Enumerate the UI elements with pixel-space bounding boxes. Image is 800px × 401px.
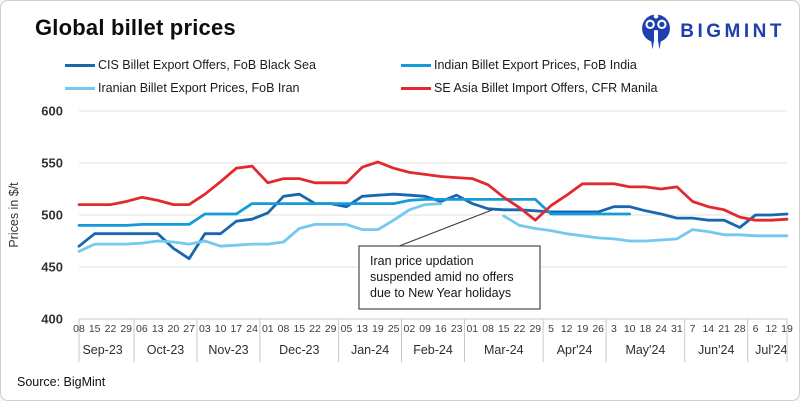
- x-day-label: 22: [514, 323, 526, 335]
- x-day-label: 7: [690, 323, 696, 335]
- legend-label-indian: Indian Billet Export Prices, FoB India: [434, 58, 637, 72]
- x-day-label: 08: [278, 323, 290, 335]
- x-day-label: 27: [183, 323, 195, 335]
- x-day-label: 16: [435, 323, 447, 335]
- month-label: Jul'24: [755, 343, 787, 357]
- x-day-label: 09: [419, 323, 431, 335]
- x-day-label: 15: [293, 323, 305, 335]
- month-label: Nov-23: [208, 343, 248, 357]
- legend-label-iranian: Iranian Billet Export Prices, FoB Iran: [98, 81, 300, 95]
- legend-swatch-cis: [65, 63, 95, 67]
- annotation-text-line-2: suspended amid no offers: [370, 270, 514, 284]
- x-day-label: 06: [136, 323, 148, 335]
- x-day-label: 12: [765, 323, 777, 335]
- month-label: Oct-23: [147, 343, 185, 357]
- x-day-label: 10: [215, 323, 227, 335]
- series-line-indian: [77, 198, 632, 227]
- x-day-label: 21: [718, 323, 730, 335]
- legend-item-indian: Indian Billet Export Prices, FoB India: [401, 58, 775, 72]
- x-day-label: 24: [246, 323, 258, 335]
- x-day-label: 14: [702, 323, 714, 335]
- x-day-label: 15: [498, 323, 510, 335]
- x-day-label: 24: [655, 323, 667, 335]
- x-day-label: 23: [451, 323, 463, 335]
- x-day-label: 02: [404, 323, 416, 335]
- x-day-label: 18: [640, 323, 652, 335]
- annotation-text-line-1: Iran price updation: [370, 254, 474, 268]
- month-label: Jun'24: [698, 343, 734, 357]
- annotation: Iran price updation suspended amid no of…: [358, 209, 541, 310]
- series-line-iranian: [77, 202, 789, 253]
- x-day-label: 13: [152, 323, 164, 335]
- legend-item-iranian: Iranian Billet Export Prices, FoB Iran: [65, 81, 401, 95]
- month-label: Dec-23: [279, 343, 319, 357]
- x-day-label: 3: [611, 323, 617, 335]
- x-day-label: 03: [199, 323, 211, 335]
- y-tick-label: 500: [41, 208, 63, 223]
- y-tick-label: 550: [41, 156, 63, 171]
- x-day-label: 25: [388, 323, 400, 335]
- source-caption: Source: BigMint: [17, 375, 106, 389]
- legend-item-se-asia: SE Asia Billet Import Offers, CFR Manila: [401, 81, 775, 95]
- month-label: Mar-24: [484, 343, 524, 357]
- x-day-label: 17: [230, 323, 242, 335]
- y-tick-label: 400: [41, 312, 63, 327]
- y-tick-label: 600: [41, 104, 63, 119]
- bigmint-logo-text: BIGMINT: [680, 21, 785, 42]
- month-label: Jan-24: [351, 343, 389, 357]
- y-tick-label: 450: [41, 260, 63, 275]
- month-label: Sep-23: [82, 343, 122, 357]
- x-day-label: 15: [89, 323, 101, 335]
- x-day-label: 08: [482, 323, 494, 335]
- x-day-label: 29: [325, 323, 337, 335]
- month-label: May'24: [625, 343, 665, 357]
- legend-item-cis: CIS Billet Export Offers, FoB Black Sea: [65, 58, 401, 72]
- x-day-label: 6: [753, 323, 759, 335]
- x-day-label: 22: [309, 323, 321, 335]
- x-day-label: 19: [372, 323, 384, 335]
- series-line-se-asia: [77, 160, 789, 222]
- legend-swatch-iranian: [65, 86, 95, 90]
- x-day-label: 01: [262, 323, 274, 335]
- month-label: Apr'24: [557, 343, 593, 357]
- legend-label-se-asia: SE Asia Billet Import Offers, CFR Manila: [434, 81, 658, 95]
- x-day-label: 10: [624, 323, 636, 335]
- page-title: Global billet prices: [35, 15, 236, 40]
- annotation-box: [358, 245, 541, 310]
- x-day-label: 12: [561, 323, 573, 335]
- legend-label-cis: CIS Billet Export Offers, FoB Black Sea: [98, 58, 316, 72]
- legend-swatch-indian: [401, 63, 431, 67]
- legend-swatch-se-asia: [401, 86, 431, 90]
- x-day-label: 26: [592, 323, 604, 335]
- x-day-label: 13: [356, 323, 368, 335]
- bigmint-logo: BIGMINT: [638, 10, 785, 54]
- x-day-label: 01: [466, 323, 478, 335]
- bigmint-logo-icon: [642, 13, 671, 50]
- x-day-label: 29: [120, 323, 132, 335]
- x-day-label: 29: [529, 323, 541, 335]
- x-day-label: 22: [105, 323, 117, 335]
- y-axis-title: Prices in $/t: [7, 182, 21, 248]
- x-day-label: 19: [577, 323, 589, 335]
- month-label: Feb-24: [413, 343, 453, 357]
- annotation-leader-line: [393, 209, 493, 249]
- x-day-label: 31: [671, 323, 683, 335]
- chart-legend: CIS Billet Export Offers, FoB Black Sea I…: [65, 58, 775, 95]
- x-day-label: 5: [548, 323, 554, 335]
- x-day-label: 05: [341, 323, 353, 335]
- x-day-label: 20: [168, 323, 180, 335]
- annotation-text-line-3: due to New Year holidays: [370, 286, 511, 300]
- x-day-label: 28: [734, 323, 746, 335]
